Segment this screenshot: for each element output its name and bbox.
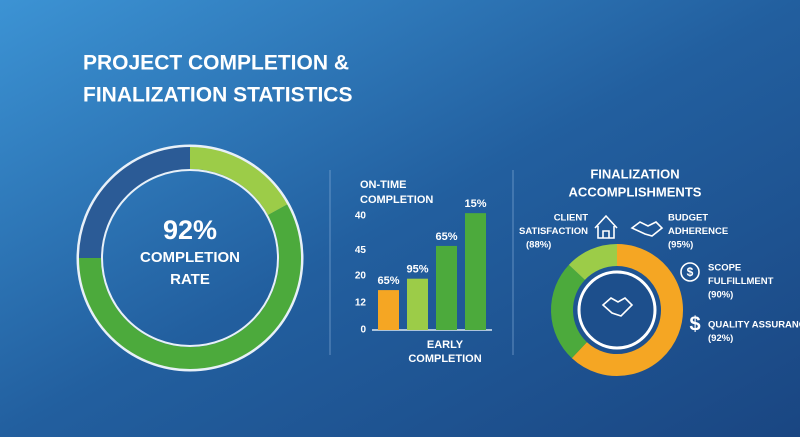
handshake-icon bbox=[601, 297, 634, 317]
donut-segment bbox=[79, 204, 301, 369]
center-text: 92% bbox=[163, 215, 217, 245]
bar-label: 95% bbox=[406, 264, 428, 276]
donut-segment bbox=[551, 264, 588, 359]
donut-center bbox=[577, 270, 657, 350]
y-tick-label: 40 bbox=[355, 211, 367, 222]
item-text: FULFILLMENT bbox=[708, 276, 774, 287]
handshake-icon bbox=[630, 221, 664, 237]
bar-label: 65% bbox=[377, 275, 399, 287]
item-text: SCOPE bbox=[708, 263, 741, 274]
item-text: (90%) bbox=[708, 290, 733, 301]
section-title: ACCOMPLISHMENTS bbox=[569, 184, 702, 199]
donut-segment bbox=[568, 244, 618, 281]
center-text: RATE bbox=[170, 271, 210, 288]
y-tick-label: 0 bbox=[360, 325, 366, 336]
y-tick-label: 20 bbox=[355, 270, 367, 281]
dollar-sign: $ bbox=[687, 265, 694, 279]
item-text: QUALITY ASSURANCE bbox=[708, 320, 800, 331]
y-tick-label: 12 bbox=[355, 298, 367, 309]
bar-title: COMPLETION bbox=[360, 194, 433, 206]
item-text: CLIENT bbox=[554, 213, 589, 224]
ring-inner-edge bbox=[101, 169, 279, 347]
item-text: (92%) bbox=[708, 333, 733, 344]
dollar-sign: $ bbox=[689, 313, 700, 335]
item-text: (95%) bbox=[668, 240, 693, 251]
dollar-icon bbox=[680, 262, 700, 282]
item-text: BUDGET bbox=[668, 213, 708, 224]
item-text: ADHERENCE bbox=[668, 226, 728, 237]
bar-label: 15% bbox=[464, 198, 486, 210]
x-axis-label: EARLY bbox=[427, 339, 464, 351]
x-axis-label: COMPLETION bbox=[408, 353, 481, 365]
item-text: SATISFACTION bbox=[519, 226, 588, 237]
donut-segment bbox=[571, 244, 683, 376]
title-line: FINALIZATION STATISTICS bbox=[83, 84, 352, 107]
icons: $ $ bbox=[594, 214, 701, 335]
section-title: FINALIZATION bbox=[590, 166, 679, 181]
item-text: (88%) bbox=[526, 240, 551, 251]
donut-segment bbox=[79, 147, 191, 259]
bar bbox=[465, 213, 486, 330]
center-text: COMPLETION bbox=[140, 249, 240, 266]
bar-label: 65% bbox=[435, 231, 457, 243]
donut-segment bbox=[189, 147, 288, 216]
ring-edge bbox=[76, 144, 304, 372]
bar-title: ON-TIME bbox=[360, 179, 406, 191]
title-line: PROJECT COMPLETION & bbox=[83, 52, 349, 75]
bar bbox=[407, 278, 428, 330]
bar bbox=[436, 245, 457, 330]
y-tick-label: 45 bbox=[355, 245, 367, 256]
bar bbox=[378, 290, 399, 330]
house-icon bbox=[594, 214, 618, 239]
